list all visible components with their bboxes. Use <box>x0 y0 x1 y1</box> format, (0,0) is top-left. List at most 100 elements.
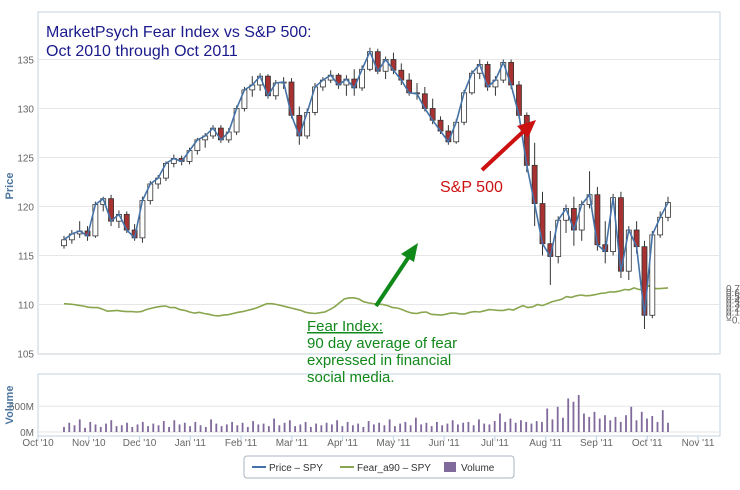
y2-tick-label: 0.1 <box>726 308 740 319</box>
volume-bar <box>236 425 239 432</box>
volume-bar <box>393 426 396 432</box>
volume-bar <box>646 418 648 432</box>
volume-bar <box>267 426 270 432</box>
x-tick-label: Dec '10 <box>123 438 157 449</box>
volume-bar <box>425 422 428 432</box>
volume-bar <box>183 422 186 432</box>
volume-bars <box>63 395 669 432</box>
volume-bar <box>504 421 507 432</box>
volume-bar <box>141 421 144 432</box>
fear-arrow <box>374 253 412 308</box>
y-tick-label: 120 <box>17 203 34 214</box>
volume-bar <box>562 417 564 432</box>
volume-bar <box>320 425 323 432</box>
volume-bar <box>147 426 149 432</box>
volume-bar <box>404 421 407 432</box>
y-tick-label: 135 <box>17 56 34 67</box>
volume-bar <box>220 426 223 432</box>
volume-bar <box>609 420 612 432</box>
volume-bar <box>131 426 134 432</box>
fear-index-layer <box>63 284 669 317</box>
volume-bar <box>661 410 664 432</box>
legend-price-label: Price – SPY <box>269 463 323 474</box>
sp500-arrow <box>480 128 527 172</box>
y2-tick-label: 0.2 <box>726 304 740 315</box>
volume-bar <box>215 423 218 432</box>
volume-bar <box>630 406 633 432</box>
volume-bar <box>420 424 423 432</box>
volume-tick-label: 0M <box>20 428 34 439</box>
volume-bar <box>399 423 402 432</box>
x-tick-label: Nov '10 <box>72 438 106 449</box>
right-axis-ticks: −0.100.10.20.30.40.50.60.7 <box>726 284 740 327</box>
volume-bar <box>136 424 139 432</box>
fear-annotation-line-3: social media. <box>307 369 395 386</box>
volume-bar <box>110 420 113 432</box>
legend: Price – SPY Fear_a90 – SPY Volume <box>243 455 515 479</box>
volume-bar <box>336 420 339 432</box>
x-tick-label: Aug '11 <box>529 438 562 449</box>
volume-bar <box>451 420 454 432</box>
volume-bar <box>246 426 249 432</box>
volume-bar <box>625 415 627 432</box>
volume-bar <box>194 421 197 432</box>
volume-bar <box>493 421 496 432</box>
volume-bar <box>225 424 228 432</box>
fear-annotation-title: Fear Index: <box>307 318 383 335</box>
volume-bar <box>467 421 470 432</box>
candle-body <box>665 202 671 218</box>
volume-bar <box>262 423 265 432</box>
volume-bar <box>535 421 538 432</box>
volume-axis-ticks: 0M 500M <box>9 402 34 439</box>
volume-bar <box>288 420 291 432</box>
x-tick-label: Nov '11 <box>682 438 715 449</box>
volume-bar <box>341 426 344 432</box>
volume-bar <box>231 421 233 432</box>
volume-bar <box>488 424 491 432</box>
volume-bar <box>567 398 570 432</box>
volume-bar <box>520 420 522 432</box>
volume-bar <box>73 425 76 432</box>
volume-bar <box>304 421 307 432</box>
volume-bar <box>299 424 302 432</box>
fear-annotation-line-1: 90 day average of fear <box>307 335 457 352</box>
volume-bar <box>478 419 480 432</box>
legend-fear-label: Fear_a90 – SPY <box>357 463 431 474</box>
price-candles <box>61 47 671 329</box>
x-tick-label: Sep '11 <box>580 438 613 449</box>
chart-title: MarketPsych Fear Index vs S&P 500: <box>46 24 312 41</box>
fear-annotation-line-2: expressed in financial <box>307 352 451 369</box>
price-line-layer <box>63 49 669 316</box>
volume-bar <box>546 408 549 432</box>
volume-bar <box>446 423 449 432</box>
y2-tick-label: 0 <box>726 312 732 323</box>
volume-bar <box>315 423 318 432</box>
volume-bar <box>68 422 71 432</box>
volume-bar <box>152 423 155 432</box>
legend-item-fear[interactable]: Fear_a90 – SPY <box>340 463 431 474</box>
volume-bar <box>640 411 643 432</box>
legend-item-volume[interactable]: Volume <box>444 462 495 474</box>
volume-bar <box>362 426 365 432</box>
legend-item-price[interactable]: Price – SPY <box>252 463 323 474</box>
volume-bar <box>168 426 170 432</box>
volume-bar <box>656 421 659 432</box>
y2-tick-label: 0.4 <box>726 296 740 307</box>
volume-bar <box>509 418 512 432</box>
volume-bar <box>204 426 207 432</box>
volume-bar <box>126 422 128 432</box>
x-tick-label: Jan '11 <box>175 438 207 449</box>
volume-tick-label: 500M <box>9 402 34 413</box>
volume-bar <box>367 421 370 432</box>
volume-bar <box>388 419 391 432</box>
y-axis-title: Price <box>4 173 16 200</box>
x-tick-label: Apr '11 <box>327 438 358 449</box>
volume-bar <box>162 421 165 432</box>
legend-volume-swatch <box>444 462 456 472</box>
volume-bar <box>414 417 417 432</box>
volume-bar <box>378 422 381 432</box>
y-tick-label: 115 <box>18 252 34 263</box>
x-tick-label: Jul '11 <box>481 438 509 449</box>
volume-bar <box>346 421 349 432</box>
volume-bar <box>89 421 92 432</box>
